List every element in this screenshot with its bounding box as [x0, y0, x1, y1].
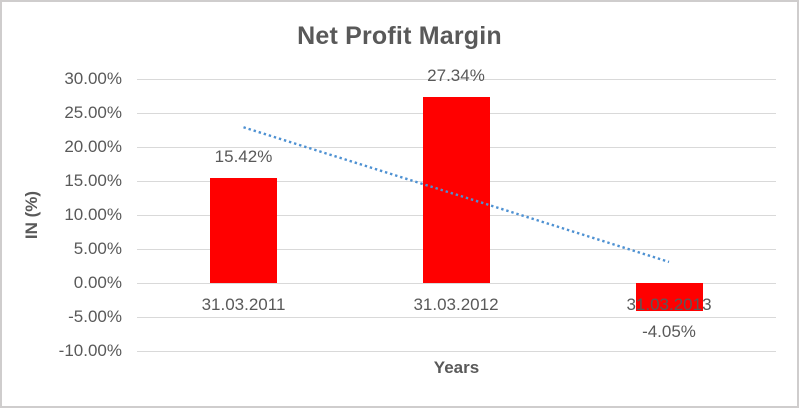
y-tick-label: 25.00% [64, 103, 122, 122]
bar-value-label: 15.42% [214, 147, 273, 167]
bar [635, 283, 703, 311]
gridline [137, 282, 776, 284]
bar-value-label: -4.05% [642, 321, 696, 341]
gridline [137, 78, 776, 80]
bar [210, 178, 277, 283]
y-tick-label: 10.00% [64, 205, 122, 224]
chart-title: Net Profit Margin [297, 22, 502, 50]
y-tick-label: 5.00% [73, 239, 122, 258]
y-tick-label: 30.00% [64, 69, 122, 88]
x-axis-title: Years [433, 358, 480, 377]
x-tick-label: 31.03.2011 [201, 295, 286, 314]
y-tick-label: 20.00% [64, 137, 122, 156]
bar-value-label: 27.34% [427, 66, 485, 86]
y-tick-label: 0.00% [73, 273, 122, 292]
x-tick-label: 31.03.2012 [413, 295, 499, 314]
gridline [137, 350, 776, 352]
y-tick-label: -5.00% [68, 307, 122, 326]
y-tick-label: 15.00% [64, 171, 122, 190]
y-tick-label: -10.00% [58, 341, 122, 360]
bar [422, 97, 490, 283]
x-tick-label: 31.03.2013 [626, 295, 712, 314]
gridline [137, 316, 776, 318]
